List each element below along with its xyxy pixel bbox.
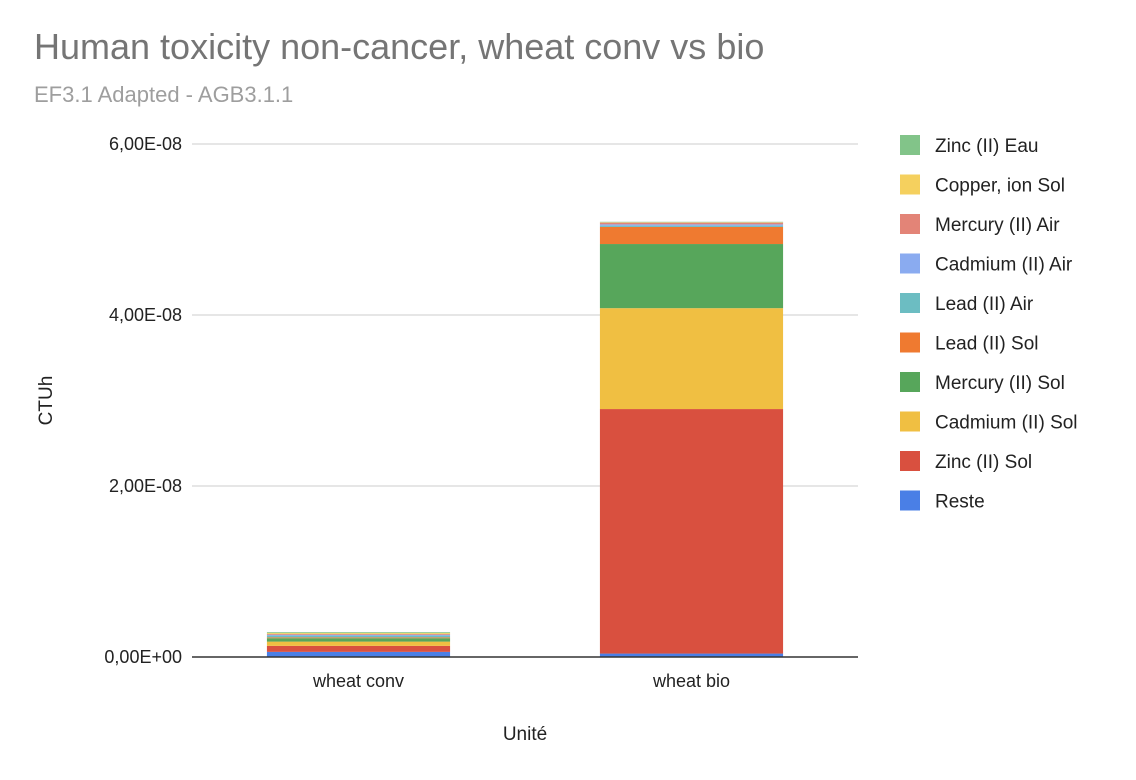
bar-segment — [599, 222, 784, 225]
legend-label: Reste — [935, 492, 985, 513]
y-tick-label: 0,00E+00 — [104, 647, 182, 667]
bar-segment — [266, 637, 451, 639]
y-axis-label: CTUh — [36, 376, 57, 426]
chart-title: Human toxicity non-cancer, wheat conv vs… — [34, 26, 765, 67]
legend: Zinc (II) Eau Copper, ion Sol Mercury (II)… — [900, 135, 1078, 513]
legend-swatch — [900, 411, 920, 432]
legend-item: Mercury (II) Air — [900, 214, 1060, 236]
legend-item: Cadmium (II) Air — [900, 253, 1073, 276]
legend-label: Copper, ion Sol — [935, 176, 1065, 197]
bars — [266, 221, 784, 657]
bar-segment — [266, 633, 451, 635]
legend-swatch — [900, 135, 920, 155]
legend-swatch — [900, 490, 920, 511]
x-axis-label: Unité — [503, 724, 547, 745]
bar-segment — [266, 632, 451, 634]
bar-segment — [599, 226, 784, 245]
legend-label: Mercury (II) Sol — [935, 373, 1065, 394]
legend-label: Zinc (II) Sol — [935, 452, 1032, 473]
bar-segment — [599, 225, 784, 227]
bar-segment — [266, 633, 451, 634]
legend-item: Zinc (II) Eau — [900, 135, 1038, 157]
y-tick-label: 6,00E-08 — [109, 134, 182, 154]
bar-segment — [266, 651, 451, 657]
x-axis-ticks: wheat conv wheat bio — [312, 671, 730, 691]
x-tick-label: wheat bio — [652, 671, 730, 691]
bar-segment — [599, 224, 784, 226]
legend-label: Lead (II) Air — [935, 294, 1034, 315]
y-tick-label: 4,00E-08 — [109, 305, 182, 325]
legend-swatch — [900, 451, 920, 471]
legend-swatch — [900, 253, 920, 274]
bar-segment — [599, 409, 784, 654]
legend-swatch — [900, 372, 920, 392]
x-tick-label: wheat conv — [312, 671, 404, 691]
legend-label: Mercury (II) Air — [935, 215, 1060, 236]
bar-segment — [266, 645, 451, 652]
chart-subtitle: EF3.1 Adapted - AGB3.1.1 — [34, 82, 294, 107]
legend-swatch — [900, 214, 920, 234]
bar-segment — [266, 635, 451, 638]
bar-segment — [266, 634, 451, 636]
legend-label: Zinc (II) Eau — [935, 136, 1038, 157]
legend-swatch — [900, 174, 920, 195]
legend-item: Reste — [900, 490, 985, 513]
legend-item: Copper, ion Sol — [900, 174, 1065, 197]
legend-label: Cadmium (II) Sol — [935, 413, 1078, 434]
bar-segment — [266, 638, 451, 642]
y-axis-ticks: 0,00E+00 2,00E-08 4,00E-08 6,00E-08 — [104, 134, 182, 667]
legend-swatch — [900, 332, 920, 353]
legend-item: Lead (II) Sol — [900, 332, 1039, 355]
bar-segment — [599, 244, 784, 309]
legend-swatch — [900, 293, 920, 313]
legend-item: Zinc (II) Sol — [900, 451, 1032, 473]
y-tick-label: 2,00E-08 — [109, 476, 182, 496]
legend-label: Lead (II) Sol — [935, 334, 1039, 355]
bar-segment — [599, 653, 784, 657]
legend-label: Cadmium (II) Air — [935, 255, 1073, 276]
legend-item: Cadmium (II) Sol — [900, 411, 1078, 434]
bar-segment — [599, 308, 784, 410]
legend-item: Lead (II) Air — [900, 293, 1034, 315]
bar-segment — [266, 641, 451, 646]
legend-item: Mercury (II) Sol — [900, 372, 1065, 394]
